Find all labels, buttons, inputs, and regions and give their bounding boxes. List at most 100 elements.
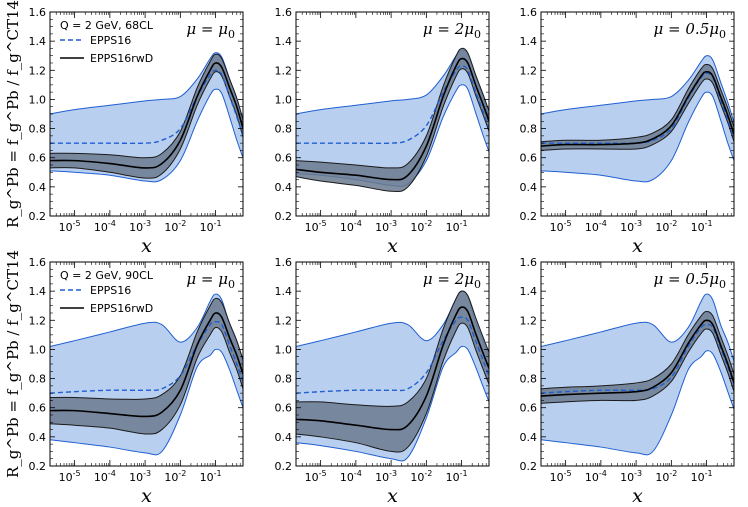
- y-tick-label: 0.6: [275, 152, 293, 165]
- panel-3: 0.2 0.4 0.6 0.8 1.0 1.2 1.4 1.6 10-5 10-4 10-3 10-2…: [520, 6, 735, 257]
- rwd-central-line: [296, 57, 489, 181]
- rwd-band: [50, 54, 243, 179]
- rwd-lower-edge: [296, 322, 489, 453]
- y-tick-label: 0.2: [29, 460, 47, 473]
- plot-area: [296, 47, 489, 192]
- x-axis-label: x: [141, 235, 152, 257]
- y-tick-label: 0.8: [29, 373, 47, 386]
- epps16-central-line: [541, 323, 734, 394]
- epps16-central-line: [296, 65, 489, 145]
- rwd-lower-edge: [541, 78, 734, 151]
- y-tick-label: 1.4: [275, 35, 293, 48]
- epps16-band: [541, 294, 734, 455]
- plot-area: [50, 293, 243, 456]
- rwd-central-line: [50, 62, 243, 169]
- x-tick-label: 10-4: [585, 219, 607, 234]
- x-tick-label: 10-1: [200, 469, 222, 484]
- x-tick-label: 10-5: [305, 219, 327, 234]
- x-tick-label: 10-1: [200, 219, 222, 234]
- x-tick-label: 10-2: [655, 469, 677, 484]
- scale-label: μ = μ0: [186, 270, 235, 291]
- y-tick-label: 1.2: [275, 64, 293, 77]
- panel-1: 0.2 0.4 0.6 0.8 1.0 1.2 1.4 1.6 10-5 10-4 10-3 10-2…: [4, 0, 244, 257]
- rwd-central-line: [50, 312, 243, 418]
- y-tick-label: 1.6: [29, 256, 47, 269]
- y-axis-label: R_g^Pb = f_g^Pb / f_g^CT14: [4, 250, 22, 478]
- y-tick-label: 1.6: [29, 6, 47, 19]
- rwd-band: [50, 298, 243, 435]
- x-tick-label: 10-3: [620, 219, 642, 234]
- y-tick-label: 1.6: [520, 6, 538, 19]
- y-tick-label: 1.4: [275, 285, 293, 298]
- rwd-upper-edge: [541, 311, 734, 390]
- epps16-lower-edge: [50, 88, 243, 183]
- y-tick-label: 1.2: [520, 314, 538, 327]
- x-tick-label: 10-3: [620, 469, 642, 484]
- legend-rwd-label: EPPS16rwD: [90, 52, 153, 65]
- y-tick-label: 1.6: [275, 256, 293, 269]
- x-tick-label: 10-1: [446, 469, 468, 484]
- x-tick-label: 10-5: [550, 469, 572, 484]
- y-tick-label: 0.8: [520, 123, 538, 136]
- x-tick-label: 10-5: [305, 469, 327, 484]
- epps16-upper-edge: [541, 293, 734, 362]
- y-tick-label: 0.2: [275, 460, 293, 473]
- y-tick-label: 1.2: [275, 314, 293, 327]
- legend-epps16-label: EPPS16: [90, 284, 131, 297]
- x-tick-label: 10-3: [375, 469, 397, 484]
- y-tick-label: 0.8: [275, 373, 293, 386]
- panel-6: 0.2 0.4 0.6 0.8 1.0 1.2 1.4 1.6 10-5 10-4 10-3 10-2…: [520, 256, 735, 507]
- y-tick-label: 0.6: [29, 402, 47, 415]
- x-tick-label: 10-4: [340, 469, 362, 484]
- y-tick-label: 1.0: [520, 343, 538, 356]
- plot-area: [50, 52, 243, 183]
- epps16-band: [50, 52, 243, 182]
- rwd-central-line: [296, 306, 489, 431]
- x-tick-label: 10-2: [410, 469, 432, 484]
- x-axis-label: x: [632, 485, 643, 507]
- y-tick-label: 0.4: [275, 431, 293, 444]
- x-tick-label: 10-2: [164, 219, 186, 234]
- legend-rwd-label: EPPS16rwD: [90, 302, 153, 315]
- scale-label: μ = 0.5μ0: [654, 270, 726, 291]
- rwd-upper-edge: [296, 290, 489, 407]
- panel-2: 0.2 0.4 0.6 0.8 1.0 1.2 1.4 1.6 10-5 10-4 10-3 10-2…: [275, 6, 490, 257]
- y-tick-label: 1.0: [275, 343, 293, 356]
- panel-5: 0.2 0.4 0.6 0.8 1.0 1.2 1.4 1.6 10-5 10-4 10-3 10-2…: [275, 256, 490, 507]
- y-tick-label: 1.6: [520, 256, 538, 269]
- x-tick-label: 10-4: [94, 469, 116, 484]
- y-tick-label: 1.2: [29, 314, 47, 327]
- y-tick-label: 0.8: [29, 123, 47, 136]
- y-tick-label: 0.2: [29, 210, 47, 223]
- x-tick-label: 10-5: [59, 219, 81, 234]
- x-tick-label: 10-5: [59, 469, 81, 484]
- rwd-band: [296, 48, 489, 192]
- y-tick-label: 1.4: [520, 35, 538, 48]
- rwd-band: [296, 290, 489, 453]
- rwd-lower-edge: [541, 328, 734, 404]
- x-tick-label: 10-1: [446, 219, 468, 234]
- y-tick-label: 1.4: [520, 285, 538, 298]
- rwd-lower-edge: [50, 326, 243, 435]
- x-axis-label: x: [632, 235, 643, 257]
- scale-label: μ = 2μ0: [423, 270, 481, 291]
- y-tick-label: 0.6: [520, 152, 538, 165]
- y-tick-label: 0.6: [29, 152, 47, 165]
- y-tick-label: 0.2: [520, 460, 538, 473]
- rwd-upper-edge: [541, 63, 734, 143]
- scale-label: μ = 2μ0: [423, 20, 481, 41]
- y-tick-label: 1.2: [29, 64, 47, 77]
- y-tick-label: 1.0: [275, 93, 293, 106]
- y-tick-label: 0.4: [520, 431, 538, 444]
- x-tick-label: 10-3: [129, 469, 151, 484]
- epps16-upper-edge: [541, 55, 734, 123]
- y-tick-label: 1.4: [29, 285, 47, 298]
- info-label: Q = 2 GeV, 68CL: [60, 19, 154, 32]
- x-tick-label: 10-1: [691, 469, 713, 484]
- x-axis-label: x: [387, 485, 398, 507]
- y-tick-label: 1.0: [29, 343, 47, 356]
- y-tick-label: 0.4: [29, 431, 47, 444]
- y-tick-label: 0.8: [520, 373, 538, 386]
- plot-area: [541, 55, 734, 183]
- rwd-upper-edge: [296, 47, 489, 169]
